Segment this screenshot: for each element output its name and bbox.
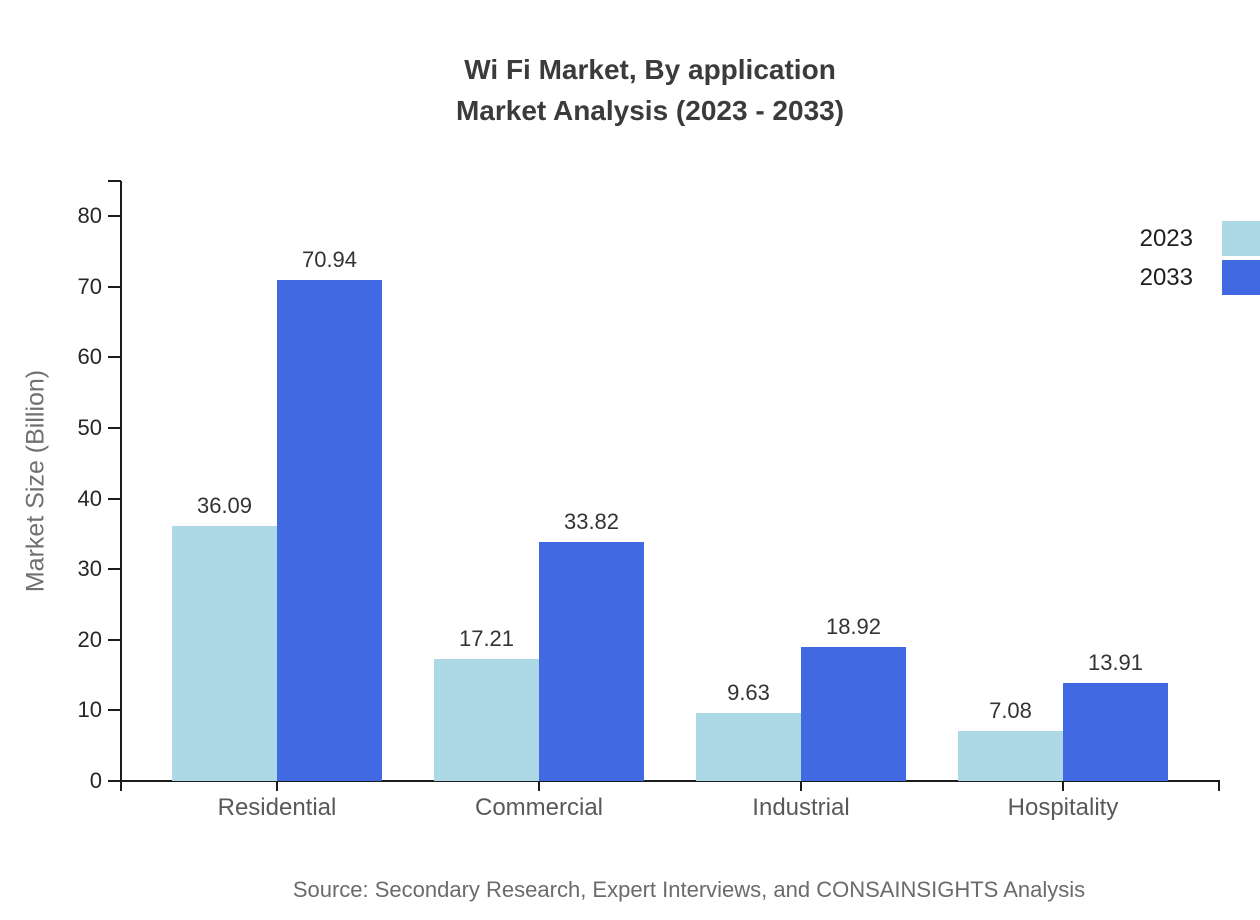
legend-label: 2023 <box>1139 224 1193 252</box>
x-axis-line <box>108 780 1220 782</box>
bar-value-label: 33.82 <box>563 509 620 534</box>
y-tick <box>108 427 121 429</box>
y-axis-end-tick <box>108 180 121 182</box>
bar-2023-residential[interactable] <box>172 526 277 781</box>
bar-2023-commercial[interactable] <box>434 659 539 781</box>
chart-title: Wi Fi Market, By application Market Anal… <box>40 49 1260 131</box>
category-label: Residential <box>217 794 337 821</box>
bar-2033-industrial[interactable] <box>801 647 906 781</box>
category-label: Industrial <box>752 794 850 821</box>
y-tick <box>108 215 121 217</box>
bar-2023-industrial[interactable] <box>696 713 801 781</box>
legend-label: 2033 <box>1139 263 1193 291</box>
bar-value-label: 13.91 <box>1087 650 1144 675</box>
y-tick-label: 40 <box>77 486 102 511</box>
x-tick <box>538 781 540 791</box>
bar-2023-hospitality[interactable] <box>958 731 1063 781</box>
bar-2033-residential[interactable] <box>277 280 382 781</box>
y-tick-label: 80 <box>77 203 102 228</box>
y-tick-label: 70 <box>77 274 102 299</box>
bar-value-label: 17.21 <box>458 626 515 651</box>
legend-item-2023[interactable]: 2023 <box>1140 221 1260 256</box>
y-axis-line <box>120 181 122 791</box>
y-tick-label: 60 <box>77 344 102 369</box>
bar-value-label: 36.09 <box>196 493 253 518</box>
category-label: Hospitality <box>1007 794 1119 821</box>
bar-value-label: 9.63 <box>727 680 770 705</box>
chart-title-line2: Market Analysis (2023 - 2033) <box>455 95 845 126</box>
y-tick-label: 0 <box>89 768 102 793</box>
bar-value-label: 7.08 <box>989 698 1032 723</box>
legend-swatch <box>1222 260 1260 295</box>
source-note: Source: Secondary Research, Expert Inter… <box>292 877 1086 902</box>
x-axis-end-tick <box>1218 781 1220 791</box>
y-tick <box>108 568 121 570</box>
x-tick <box>1062 781 1064 791</box>
y-tick-label: 20 <box>77 627 102 652</box>
y-tick <box>108 286 121 288</box>
legend-swatch <box>1222 221 1260 256</box>
x-tick <box>276 781 278 791</box>
x-tick <box>800 781 802 791</box>
y-tick <box>108 709 121 711</box>
bar-2033-hospitality[interactable] <box>1063 683 1168 781</box>
bar-value-label: 18.92 <box>825 614 882 639</box>
bar-2033-commercial[interactable] <box>539 542 644 781</box>
y-tick-label: 30 <box>77 556 102 581</box>
y-tick <box>108 356 121 358</box>
category-label: Commercial <box>474 794 603 821</box>
legend-item-2033[interactable]: 2033 <box>1140 260 1260 295</box>
y-tick-label: 50 <box>77 415 102 440</box>
legend: 2023 2033 <box>1140 221 1260 295</box>
chart-title-line1: Wi Fi Market, By application <box>464 54 836 85</box>
y-tick-label: 10 <box>77 697 102 722</box>
bar-value-label: 70.94 <box>301 247 358 272</box>
y-tick <box>108 498 121 500</box>
y-tick <box>108 639 121 641</box>
